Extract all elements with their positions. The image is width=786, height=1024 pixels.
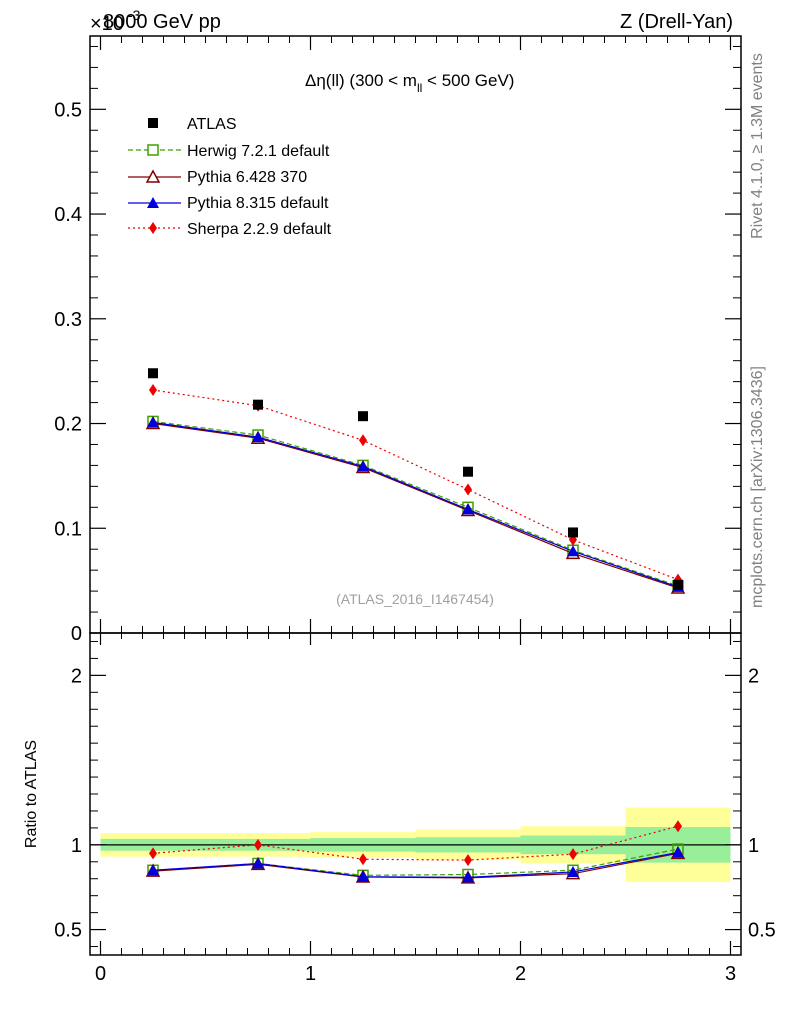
series-3-point — [464, 483, 472, 496]
legend-label-atlas: ATLAS — [187, 116, 237, 133]
series-2-point — [567, 545, 579, 557]
legend-marker-herwig — [147, 144, 159, 156]
ratio-panel-frame — [89, 632, 742, 956]
y-zero-label: 0 — [71, 623, 82, 645]
y-tick-label: 0.2 — [54, 414, 82, 436]
ratio-series-2-point — [147, 864, 159, 876]
legend-marker-atlas — [148, 118, 158, 128]
plot-title-tail: < 500 GeV) — [422, 71, 514, 90]
series-3-point — [149, 384, 157, 397]
atlas-data-point — [358, 411, 368, 422]
series-line-0 — [152, 420, 679, 587]
ratio-series-3-point — [149, 847, 157, 860]
ratio-series-2-point — [567, 865, 579, 877]
ratio-series-2-point — [357, 870, 369, 882]
atlas-data-point — [673, 579, 683, 590]
header-scale-exponent: -3 — [128, 7, 141, 23]
analysis-watermark: (ATLAS_2016_I1467454) — [336, 591, 494, 607]
ratio-series-2-point — [462, 871, 474, 883]
legend-marker-sherpa — [149, 222, 157, 234]
legend-marker-pythia8 — [147, 197, 159, 208]
legend-label-herwig: Herwig 7.2.1 default — [187, 143, 330, 160]
ratio-series-3-point — [674, 820, 682, 833]
ratio-ylabel: Ratio to ATLAS — [23, 740, 40, 848]
x-tick-label: 2 — [515, 963, 526, 985]
plot-title-main: Δη(ll) (300 < m — [305, 71, 417, 90]
ratio-series-2-point — [672, 846, 684, 858]
x-tick-label: 1 — [305, 963, 316, 985]
y-tick-label: 0.1 — [54, 518, 82, 540]
ratio-y-tick-label: 1 — [71, 835, 82, 857]
series-2-point — [252, 431, 264, 443]
series-2-point — [357, 460, 369, 472]
plot-title: Δη(ll) (300 < mll < 500 GeV) — [305, 71, 514, 95]
header-left-label: 8000 GeV pp — [103, 11, 221, 33]
ratio-series-2-point — [252, 857, 264, 869]
ratio-y-tick-label: 0.5 — [54, 920, 82, 942]
series-2-point — [147, 416, 159, 428]
ratio-y-tick-label-right: 2 — [748, 665, 759, 687]
ratio-y-tick-label: 2 — [71, 665, 82, 687]
ratio-series-3-point — [464, 854, 472, 867]
ratio-y-tick-label-right: 1 — [748, 835, 759, 857]
atlas-data-point — [253, 399, 263, 410]
atlas-data-point — [568, 527, 578, 538]
series-line-2 — [152, 421, 679, 588]
legend: ATLAS Herwig 7.2.1 default Pythia 6.428 … — [128, 116, 332, 238]
atlas-data-point — [148, 368, 158, 379]
series-3-point — [359, 434, 367, 447]
x-tick-label: 3 — [725, 963, 736, 985]
rivet-label: Rivet 4.1.0, ≥ 1.3M events — [749, 53, 766, 239]
header-right-label: Z (Drell-Yan) — [620, 11, 733, 33]
y-tick-label: 0.4 — [54, 204, 82, 226]
ratio-y-tick-label-right: 0.5 — [748, 920, 776, 942]
header-scale: ×10 — [90, 13, 124, 35]
y-tick-label: 0.3 — [54, 309, 82, 331]
plot-title-sub: ll — [417, 81, 422, 95]
series-line-3 — [152, 389, 679, 581]
ratio-series-3-point — [254, 838, 262, 851]
legend-label-pythia8: Pythia 8.315 default — [187, 195, 329, 212]
legend-marker-pythia6 — [145, 169, 161, 183]
ratio-series-3-point — [569, 848, 577, 861]
ratio-series-3-point — [359, 853, 367, 866]
legend-label-sherpa: Sherpa 2.2.9 default — [187, 221, 332, 238]
series-2-point — [462, 503, 474, 515]
legend-label-pythia6: Pythia 6.428 370 — [187, 169, 307, 186]
y-tick-label: 0.5 — [54, 99, 82, 121]
series-line-1 — [152, 422, 679, 589]
x-tick-label: 0 — [95, 963, 106, 985]
mcplots-label: mcplots.cern.ch [arXiv:1306.3436] — [749, 366, 766, 608]
atlas-data-point — [463, 466, 473, 477]
ratio-line-2 — [152, 851, 679, 878]
